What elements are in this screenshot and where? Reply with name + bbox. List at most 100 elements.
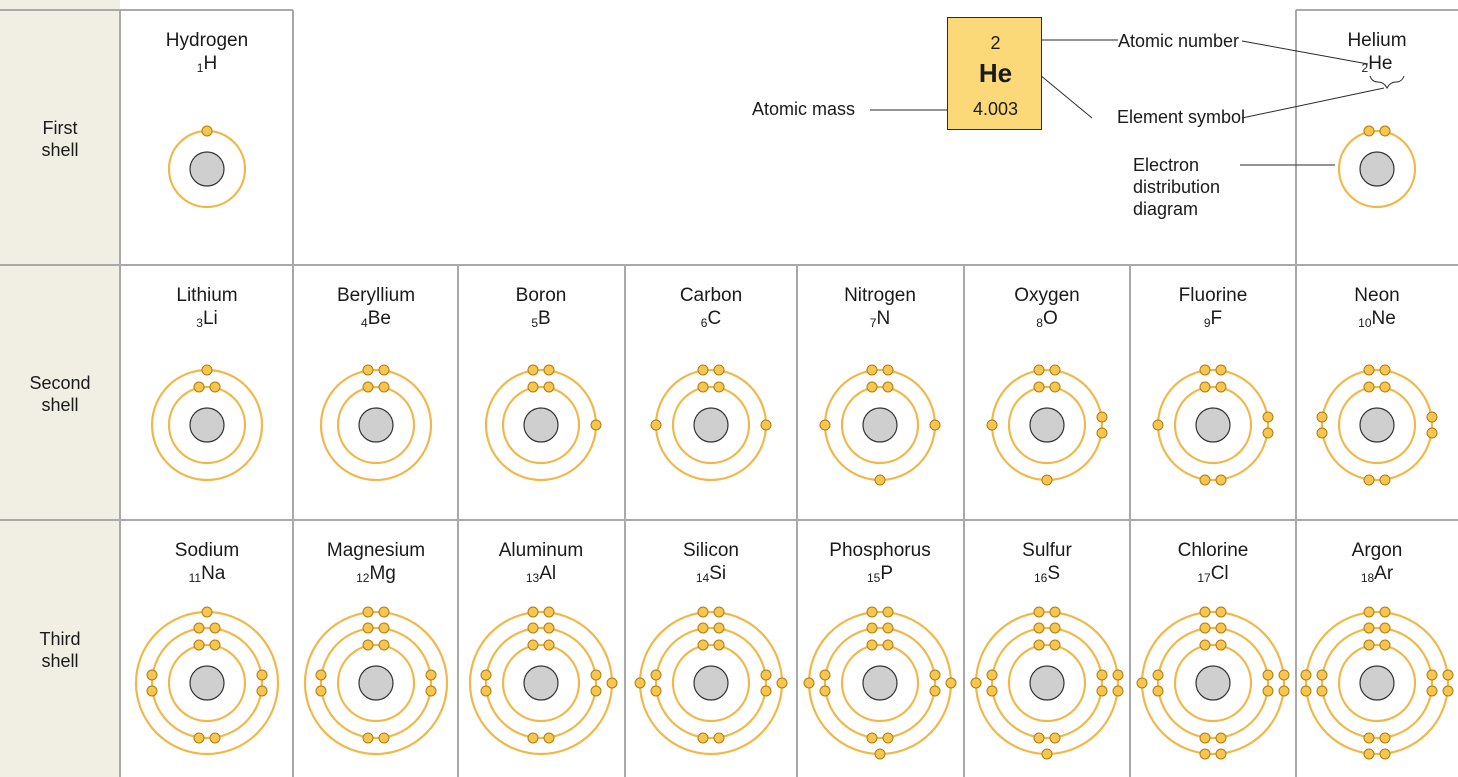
electron (697, 606, 709, 618)
electron (1215, 639, 1227, 651)
electron (697, 639, 709, 651)
electron (1152, 419, 1164, 431)
electron (543, 606, 555, 618)
element-name: Sodium (174, 540, 240, 561)
electron (425, 685, 437, 697)
electron (606, 677, 618, 689)
electron (713, 732, 725, 744)
electron (146, 669, 158, 681)
element-name: Oxygen (1014, 285, 1080, 306)
atom-diagram-neon (1316, 364, 1438, 486)
electron (146, 685, 158, 697)
electron-shell-ring (303, 610, 449, 756)
electron (362, 732, 374, 744)
element-atomic-number: 5 (531, 316, 538, 330)
electron (1199, 381, 1211, 393)
electron-shell-ring (1304, 610, 1450, 756)
electron (650, 419, 662, 431)
electron (819, 419, 831, 431)
key-atomic-mass: 4.003 (972, 99, 1019, 119)
electron (425, 669, 437, 681)
electron (1199, 474, 1211, 486)
electron (1096, 411, 1108, 423)
electron (378, 622, 390, 634)
electron (1262, 685, 1274, 697)
electron (543, 381, 555, 393)
electron-shell-ring (484, 626, 598, 740)
element-name: Boron (515, 285, 567, 306)
nucleus (862, 665, 898, 701)
electron (1041, 748, 1053, 760)
element-symbol: 5B (461, 308, 621, 330)
electron (1426, 685, 1438, 697)
electron (1033, 622, 1045, 634)
electron (713, 606, 725, 618)
electron-shell-ring (501, 643, 581, 723)
electron (866, 732, 878, 744)
electron (362, 381, 374, 393)
electron (1262, 669, 1274, 681)
electron (866, 606, 878, 618)
atom-diagram-sulfur (970, 606, 1124, 760)
electron (866, 639, 878, 651)
atom-diagram-boron (484, 364, 602, 482)
key-label-atomic-mass: Atomic mass (752, 99, 856, 119)
element-symbol: 3Li (127, 308, 287, 330)
electron (527, 606, 539, 618)
electron-shell-ring (1173, 643, 1253, 723)
electron (527, 622, 539, 634)
electron (929, 685, 941, 697)
element-symbol-text: Be (367, 308, 391, 329)
electron-shell-ring (1320, 368, 1434, 482)
electron-shell-ring (654, 626, 768, 740)
nucleus (523, 407, 559, 443)
electron-shell-ring (336, 385, 416, 465)
electron (882, 364, 894, 376)
electron (1262, 427, 1274, 439)
electron (480, 685, 492, 697)
electron (1379, 381, 1391, 393)
electron (1363, 125, 1375, 137)
nucleus (189, 407, 225, 443)
shell-label-second-line2: shell (41, 395, 79, 415)
element-atomic-number: 14 (695, 571, 710, 585)
electron (874, 748, 886, 760)
electron (760, 685, 772, 697)
electron (1379, 639, 1391, 651)
element-symbol-text: Ar (1374, 563, 1394, 584)
electron-shell-ring (501, 385, 581, 465)
electron-shell-ring (1337, 643, 1417, 723)
electron (209, 381, 221, 393)
electron (1363, 748, 1375, 760)
electron (1199, 622, 1211, 634)
element-symbol-text: Li (202, 308, 218, 329)
electron (986, 419, 998, 431)
element-symbol-text: Si (709, 563, 727, 584)
electron (1363, 474, 1375, 486)
atom-diagram-lithium (150, 364, 264, 482)
electron (1300, 685, 1312, 697)
element-name: Silicon (683, 540, 739, 561)
element-symbol: 10Ne (1297, 308, 1457, 330)
electron (882, 732, 894, 744)
element-atomic-number: 8 (1036, 316, 1043, 330)
electron (1426, 411, 1438, 423)
electron (713, 381, 725, 393)
element-name: Phosphorus (829, 540, 931, 561)
element-symbol: 7N (800, 308, 960, 330)
key-atomic-number: 2 (990, 33, 1001, 53)
electron (1278, 685, 1290, 697)
nucleus (693, 665, 729, 701)
electron (590, 685, 602, 697)
nucleus (189, 151, 225, 187)
element-name: Lithium (176, 285, 238, 306)
element-name: Neon (1354, 285, 1400, 306)
electron-shell-ring (990, 626, 1104, 740)
atom-diagram-fluorine (1152, 364, 1274, 486)
shell-label-first-line1: First (42, 118, 78, 138)
electron (543, 364, 555, 376)
nucleus (1029, 407, 1065, 443)
electron (1033, 732, 1045, 744)
electron (527, 639, 539, 651)
